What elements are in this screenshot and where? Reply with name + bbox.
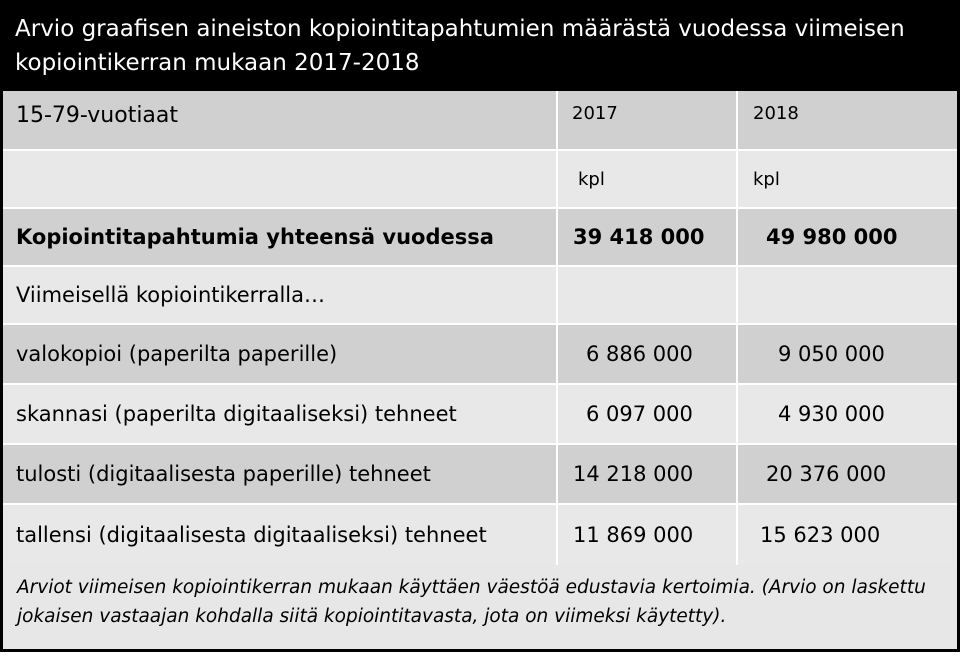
header-label: 15-79-vuotiaat [3,91,558,149]
header-row: 15-79-vuotiaat 2017 2018 [3,91,957,151]
unit-2018: kpl [753,168,780,190]
value-2017: 6 097 000 [558,385,738,443]
header-year-2017: 2017 [558,91,738,149]
unit-2017: kpl [558,151,738,207]
row-label: Kopiointitapahtumia yhteensä vuodessa [3,209,558,265]
data-table: 15-79-vuotiaat 2017 2018 kpl kpl Kopioin… [3,91,957,565]
value-2017: 39 418 000 [558,209,738,265]
units-row: kpl kpl [3,151,957,209]
value-2017: 11 869 000 [558,505,738,565]
header-year-2018: 2018 [753,103,799,124]
value-2017 [558,267,738,323]
value-2018: 15 623 000 [760,523,881,547]
value-2018: 49 980 000 [766,225,898,249]
table-row: valokopioi (paperilta paperille) 6 886 0… [3,325,957,385]
table-title: Arvio graafisen aineiston kopiointitapah… [3,3,957,91]
value-2018 [738,267,957,323]
row-label: tallensi (digitaalisesta digitaaliseksi)… [3,505,558,565]
value-2018: 9 050 000 [778,342,885,366]
row-label: skannasi (paperilta digitaaliseksi) tehn… [3,385,558,443]
table-row: tallensi (digitaalisesta digitaaliseksi)… [3,505,957,565]
footnote: Arviot viimeisen kopiointikerran mukaan … [3,565,957,649]
table-row-total: Kopiointitapahtumia yhteensä vuodessa 39… [3,209,957,267]
value-2018: 4 930 000 [778,402,885,426]
value-2017: 6 886 000 [558,325,738,383]
row-label: tulosti (digitaalisesta paperille) tehne… [3,445,558,503]
table-row: tulosti (digitaalisesta paperille) tehne… [3,445,957,505]
value-2018: 20 376 000 [766,462,887,486]
value-2017: 14 218 000 [558,445,738,503]
row-label: valokopioi (paperilta paperille) [3,325,558,383]
table-row: skannasi (paperilta digitaaliseksi) tehn… [3,385,957,445]
units-label [3,151,558,207]
row-label: Viimeisellä kopiointikerralla… [3,267,558,323]
table-row-subheading: Viimeisellä kopiointikerralla… [3,267,957,325]
